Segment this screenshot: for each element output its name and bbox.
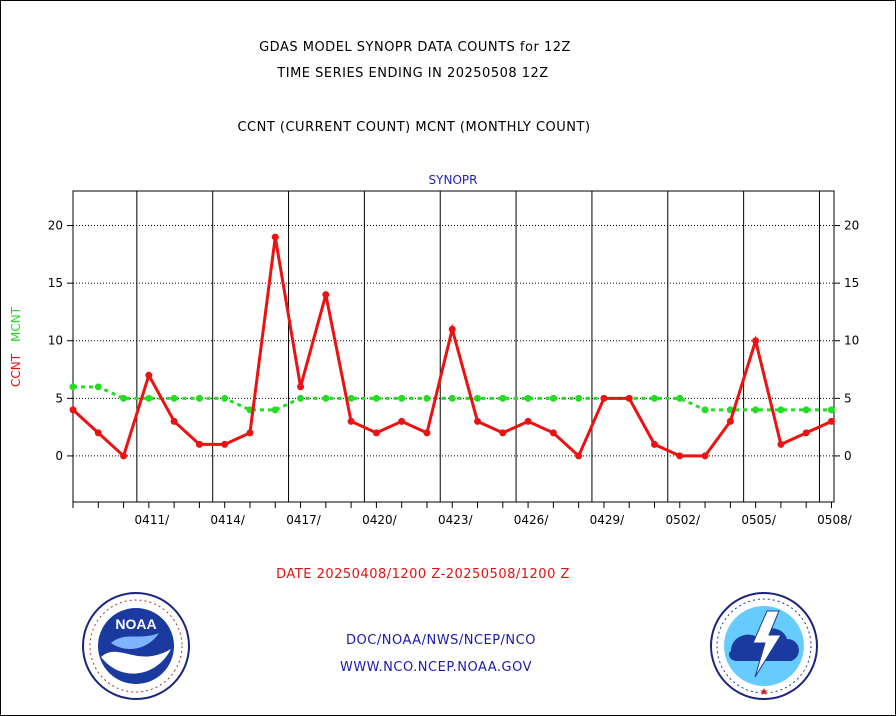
- data-point-ccnt: [701, 452, 709, 460]
- data-point-ccnt: [575, 452, 583, 460]
- plot-frame: [72, 190, 835, 503]
- grid-layer: [73, 191, 834, 502]
- panel-title: SYNOPR: [429, 173, 478, 187]
- data-point-mcnt: [474, 394, 482, 402]
- y-tick-label-right: 15: [844, 276, 859, 290]
- data-point-ccnt: [650, 440, 658, 448]
- data-point-mcnt: [701, 406, 709, 414]
- y-tick-label-left: 0: [55, 449, 63, 463]
- data-point-ccnt: [246, 429, 254, 437]
- noaa-logo-icon: NOAA: [82, 592, 190, 700]
- x-tick-label: 0426/: [514, 513, 550, 527]
- data-point-ccnt: [94, 429, 102, 437]
- data-point-ccnt: [676, 452, 684, 460]
- data-point-ccnt: [777, 440, 785, 448]
- data-point-ccnt: [549, 429, 557, 437]
- x-tick-label: 0423/: [438, 513, 474, 527]
- data-point-ccnt: [271, 233, 279, 241]
- data-point-ccnt: [170, 417, 178, 425]
- data-point-mcnt: [575, 394, 583, 402]
- data-point-mcnt: [802, 406, 810, 414]
- data-point-ccnt: [752, 337, 760, 345]
- x-tick-label: 0502/: [665, 513, 701, 527]
- data-point-mcnt: [372, 394, 380, 402]
- y-tick-label-left: 5: [55, 391, 63, 405]
- data-point-ccnt: [499, 429, 507, 437]
- svg-text:NOAA: NOAA: [115, 616, 156, 632]
- data-point-mcnt: [448, 394, 456, 402]
- data-point-mcnt: [499, 394, 507, 402]
- y-tick-label-left: 15: [48, 276, 63, 290]
- data-point-mcnt: [398, 394, 406, 402]
- data-point-ccnt: [195, 440, 203, 448]
- data-point-ccnt: [524, 417, 532, 425]
- data-point-mcnt: [145, 394, 153, 402]
- data-point-mcnt: [827, 406, 835, 414]
- y-tick-label-left: 10: [48, 334, 63, 348]
- x-tick-label: 0414/: [210, 513, 246, 527]
- data-point-ccnt: [625, 394, 633, 402]
- data-point-ccnt: [448, 325, 456, 333]
- data-point-mcnt: [549, 394, 557, 402]
- data-point-mcnt: [777, 406, 785, 414]
- data-point-mcnt: [170, 394, 178, 402]
- svg-text:★: ★: [760, 687, 769, 698]
- data-point-mcnt: [322, 394, 330, 402]
- x-tick-label: 0420/: [362, 513, 398, 527]
- data-point-mcnt: [195, 394, 203, 402]
- y-tick-label-right: 0: [844, 449, 852, 463]
- data-point-ccnt: [423, 429, 431, 437]
- data-point-ccnt: [145, 371, 153, 379]
- data-point-mcnt: [94, 383, 102, 391]
- data-point-mcnt: [271, 406, 279, 414]
- data-point-ccnt: [600, 394, 608, 402]
- data-point-mcnt: [297, 394, 305, 402]
- chart-subtitle: CCNT (CURRENT COUNT) MCNT (MONTHLY COUNT…: [237, 120, 591, 135]
- series-layer: [69, 233, 835, 460]
- series-line-ccnt: [71, 236, 833, 459]
- x-tick-label: 0505/: [741, 513, 777, 527]
- org-line: DOC/NOAA/NWS/NCEP/NCO: [346, 633, 536, 648]
- data-point-mcnt: [120, 394, 128, 402]
- data-point-ccnt: [297, 383, 305, 391]
- y-axis-label-group: CCNT MCNT: [9, 306, 23, 387]
- data-point-ccnt: [69, 406, 77, 414]
- date-range-label: DATE 20250408/1200 Z-20250508/1200 Z: [276, 567, 570, 582]
- data-point-ccnt: [802, 429, 810, 437]
- data-point-ccnt: [347, 417, 355, 425]
- data-point-mcnt: [650, 394, 658, 402]
- data-point-mcnt: [69, 383, 77, 391]
- x-tick-label: 0417/: [286, 513, 322, 527]
- data-point-ccnt: [827, 417, 835, 425]
- y-tick-label-right: 20: [844, 219, 859, 233]
- data-point-ccnt: [398, 417, 406, 425]
- data-point-mcnt: [752, 406, 760, 414]
- x-tick-label: 0508/: [817, 513, 853, 527]
- data-point-mcnt: [221, 394, 229, 402]
- website-line: WWW.NCO.NCEP.NOAA.GOV: [339, 660, 533, 675]
- data-point-mcnt: [676, 394, 684, 402]
- y-axis-label-ccnt: CCNT: [9, 353, 23, 387]
- y-tick-label-right: 5: [844, 391, 852, 405]
- x-tick-label: 0429/: [590, 513, 626, 527]
- y-tick-label-left: 20: [48, 219, 63, 233]
- chart-title: GDAS MODEL SYNOPR DATA COUNTS for 12Z: [259, 40, 571, 55]
- data-point-ccnt: [322, 291, 330, 299]
- nws-logo-icon: ★: [710, 592, 818, 700]
- data-point-ccnt: [221, 440, 229, 448]
- data-point-ccnt: [726, 417, 734, 425]
- data-point-mcnt: [524, 394, 532, 402]
- data-point-ccnt: [372, 429, 380, 437]
- y-axis-label-mcnt: MCNT: [9, 306, 23, 342]
- x-tick-label: 0411/: [135, 513, 171, 527]
- axis-layer: 0 0 5 5 10 10 15 15 20 20 0411/0414/0417/0420/0423…: [48, 219, 860, 527]
- data-point-mcnt: [423, 394, 431, 402]
- y-tick-label-right: 10: [844, 334, 859, 348]
- data-point-ccnt: [120, 452, 128, 460]
- data-point-ccnt: [474, 417, 482, 425]
- data-point-mcnt: [347, 394, 355, 402]
- chart-title-line2: TIME SERIES ENDING IN 20250508 12Z: [277, 66, 549, 81]
